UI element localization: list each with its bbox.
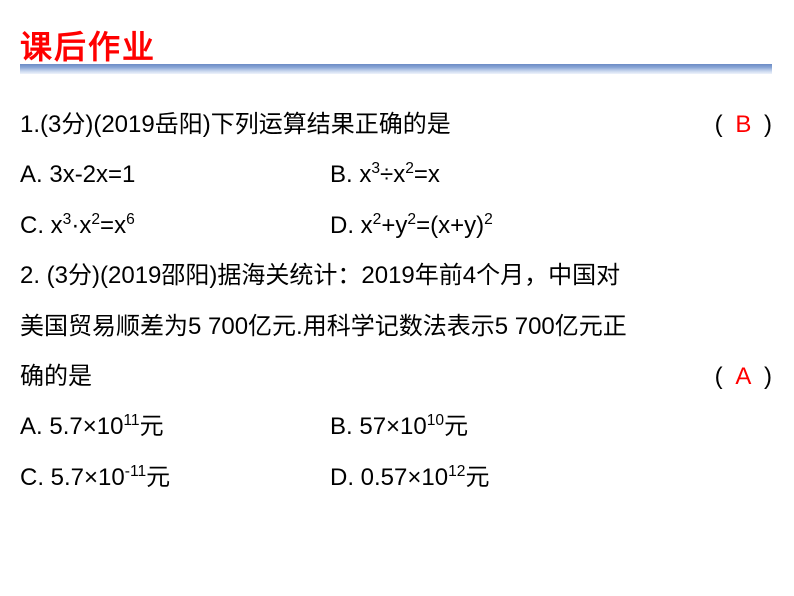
header: 课后作业: [20, 22, 156, 68]
q2-options-row-1: A. 5.7×1011元 B. 57×1010元: [20, 402, 772, 452]
q1-optC-p3: =x: [100, 212, 126, 239]
q2-option-d: D. 0.57×1012元: [330, 453, 772, 503]
q1-optB-p3: =x: [414, 161, 440, 188]
q1-optD-sup3: 2: [484, 211, 493, 228]
content-area: 1.(3分)(2019岳阳)下列运算结果正确的是 ( B ) A. 3x-2x=…: [20, 100, 772, 503]
q2-options-row-2: C. 5.7×10-11元 D. 0.57×1012元: [20, 453, 772, 503]
q2-stem-line1: 2. (3分)(2019邵阳)据海关统计：2019年前4个月，中国对: [20, 251, 772, 301]
paren-close: ): [764, 363, 772, 390]
q2-optD-sup: 12: [448, 463, 465, 480]
q1-optC-p1: C. x: [20, 212, 63, 239]
q2-option-a: A. 5.7×1011元: [20, 402, 330, 452]
q2-answer: A: [729, 363, 757, 390]
q2-stem-l3-text: 确的是: [20, 363, 92, 390]
q1-answer: B: [729, 111, 757, 138]
q1-stem-text: 1.(3分)(2019岳阳)下列运算结果正确的是: [20, 111, 451, 138]
q1-optD-p3: =(x+y): [416, 212, 484, 239]
q1-optD-p1: D. x: [330, 212, 373, 239]
q2-optC-p2: 元: [146, 464, 170, 491]
q2-stem-line3: 确的是 ( A ): [20, 352, 772, 402]
q2-optD-p2: 元: [465, 464, 489, 491]
header-underline: [20, 64, 772, 74]
q1-option-c: C. x3·x2=x6: [20, 201, 330, 251]
q1-optD-p2: +y: [381, 212, 407, 239]
paren-open: (: [715, 363, 723, 390]
q2-optB-p2: 元: [444, 413, 468, 440]
q2-optC-sup: -11: [125, 463, 146, 480]
q2-optC-p1: C. 5.7×10: [20, 464, 125, 491]
q2-stem-line2: 美国贸易顺差为5 700亿元.用科学记数法表示5 700亿元正: [20, 302, 772, 352]
page-title: 课后作业: [20, 22, 156, 68]
q1-options-row-1: A. 3x-2x=1 B. x3÷x2=x: [20, 150, 772, 200]
q2-optA-p1: A. 5.7×10: [20, 413, 123, 440]
q1-stem: 1.(3分)(2019岳阳)下列运算结果正确的是 ( B ): [20, 100, 772, 150]
q2-option-c: C. 5.7×10-11元: [20, 453, 330, 503]
paren-open: (: [715, 111, 723, 138]
q1-answer-paren: ( B ): [715, 100, 772, 150]
q2-optD-p1: D. 0.57×10: [330, 464, 448, 491]
q1-options-row-2: C. x3·x2=x6 D. x2+y2=(x+y)2: [20, 201, 772, 251]
q1-option-d: D. x2+y2=(x+y)2: [330, 201, 772, 251]
q2-answer-paren: ( A ): [715, 352, 772, 402]
q2-stem-l2-text: 美国贸易顺差为5 700亿元.用科学记数法表示5 700亿元正: [20, 313, 627, 340]
q1-optD-sup2: 2: [407, 211, 416, 228]
q1-optB-sup1: 3: [371, 160, 380, 177]
q1-optB-sup2: 2: [405, 160, 414, 177]
q2-stem-l1-text: 2. (3分)(2019邵阳)据海关统计：2019年前4个月，中国对: [20, 262, 620, 289]
q1-optA-text: A. 3x-2x=1: [20, 161, 135, 188]
q2-optA-p2: 元: [140, 413, 164, 440]
q2-optB-p1: B. 57×10: [330, 413, 427, 440]
q1-option-a: A. 3x-2x=1: [20, 150, 330, 200]
q1-optC-sup2: 2: [91, 211, 100, 228]
q2-optA-sup: 11: [123, 412, 139, 429]
q1-optB-p1: B. x: [330, 161, 371, 188]
q1-optC-p2: ·x: [71, 212, 91, 239]
q1-option-b: B. x3÷x2=x: [330, 150, 772, 200]
q1-optC-sup3: 6: [126, 211, 135, 228]
q2-optB-sup: 10: [427, 412, 444, 429]
q2-option-b: B. 57×1010元: [330, 402, 772, 452]
paren-close: ): [764, 111, 772, 138]
q1-optB-p2: ÷x: [380, 161, 405, 188]
